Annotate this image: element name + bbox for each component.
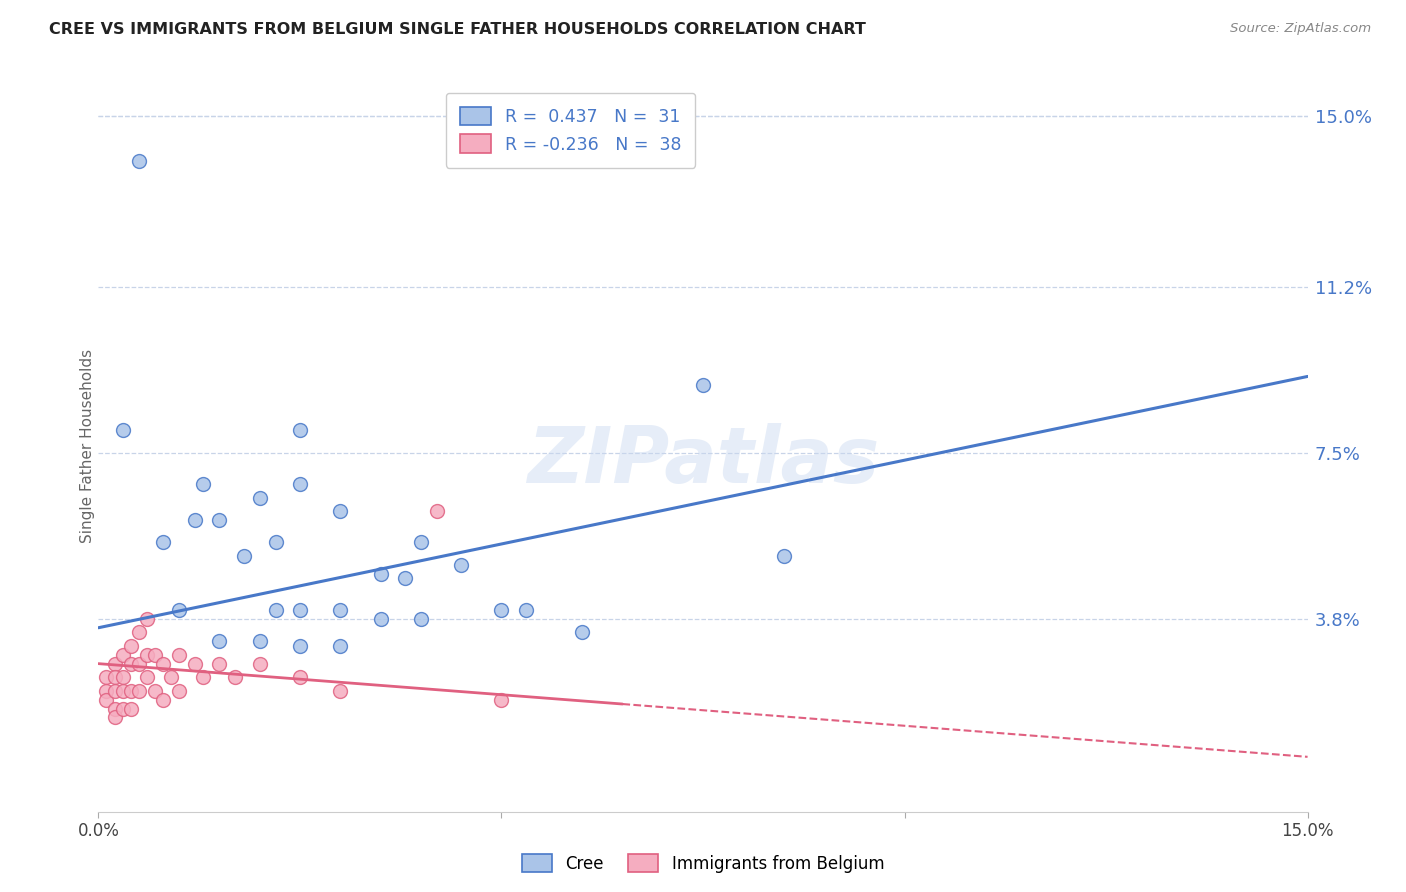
Text: Source: ZipAtlas.com: Source: ZipAtlas.com <box>1230 22 1371 36</box>
Point <box>491 603 513 617</box>
Point <box>288 477 311 491</box>
Point <box>264 603 287 617</box>
Point <box>370 612 392 626</box>
Point <box>160 670 183 684</box>
Point <box>135 612 157 626</box>
Point <box>135 648 157 662</box>
Point <box>96 692 118 706</box>
Point <box>143 648 166 662</box>
Point <box>288 603 311 617</box>
Point <box>208 513 231 527</box>
Point <box>111 683 134 698</box>
Point <box>184 513 207 527</box>
Y-axis label: Single Father Households: Single Father Households <box>80 349 94 543</box>
Point <box>370 566 392 581</box>
Point <box>249 491 271 505</box>
Point <box>450 558 472 572</box>
Legend: Cree, Immigrants from Belgium: Cree, Immigrants from Belgium <box>515 847 891 880</box>
Point <box>103 670 125 684</box>
Point <box>128 625 150 640</box>
Point <box>329 639 352 653</box>
Point <box>249 657 271 671</box>
Point <box>491 692 513 706</box>
Point <box>103 701 125 715</box>
Point <box>152 535 174 549</box>
Point <box>329 603 352 617</box>
Point <box>96 683 118 698</box>
Point <box>135 670 157 684</box>
Point <box>103 657 125 671</box>
Point <box>167 648 190 662</box>
Point <box>120 639 142 653</box>
Point <box>111 670 134 684</box>
Point <box>167 683 190 698</box>
Point <box>128 657 150 671</box>
Point <box>103 683 125 698</box>
Point <box>96 670 118 684</box>
Point <box>152 692 174 706</box>
Point <box>409 535 432 549</box>
Point <box>128 154 150 169</box>
Point <box>120 683 142 698</box>
Point <box>128 683 150 698</box>
Point <box>208 657 231 671</box>
Point <box>111 701 134 715</box>
Point <box>184 657 207 671</box>
Point <box>329 504 352 518</box>
Point <box>249 634 271 648</box>
Point <box>152 657 174 671</box>
Point <box>692 378 714 392</box>
Point <box>208 634 231 648</box>
Point <box>120 657 142 671</box>
Point <box>288 423 311 437</box>
Point <box>772 549 794 563</box>
Point <box>232 549 254 563</box>
Point <box>103 710 125 724</box>
Point <box>224 670 246 684</box>
Point <box>264 535 287 549</box>
Point <box>111 648 134 662</box>
Point <box>571 625 593 640</box>
Point <box>193 670 215 684</box>
Point <box>288 639 311 653</box>
Point <box>409 612 432 626</box>
Legend: R =  0.437   N =  31, R = -0.236   N =  38: R = 0.437 N = 31, R = -0.236 N = 38 <box>446 93 695 168</box>
Text: ZIPatlas: ZIPatlas <box>527 423 879 499</box>
Point <box>288 670 311 684</box>
Point <box>167 603 190 617</box>
Text: CREE VS IMMIGRANTS FROM BELGIUM SINGLE FATHER HOUSEHOLDS CORRELATION CHART: CREE VS IMMIGRANTS FROM BELGIUM SINGLE F… <box>49 22 866 37</box>
Point <box>426 504 449 518</box>
Point <box>329 683 352 698</box>
Point <box>120 701 142 715</box>
Point <box>515 603 537 617</box>
Point <box>143 683 166 698</box>
Point <box>193 477 215 491</box>
Point <box>111 423 134 437</box>
Point <box>394 571 416 585</box>
